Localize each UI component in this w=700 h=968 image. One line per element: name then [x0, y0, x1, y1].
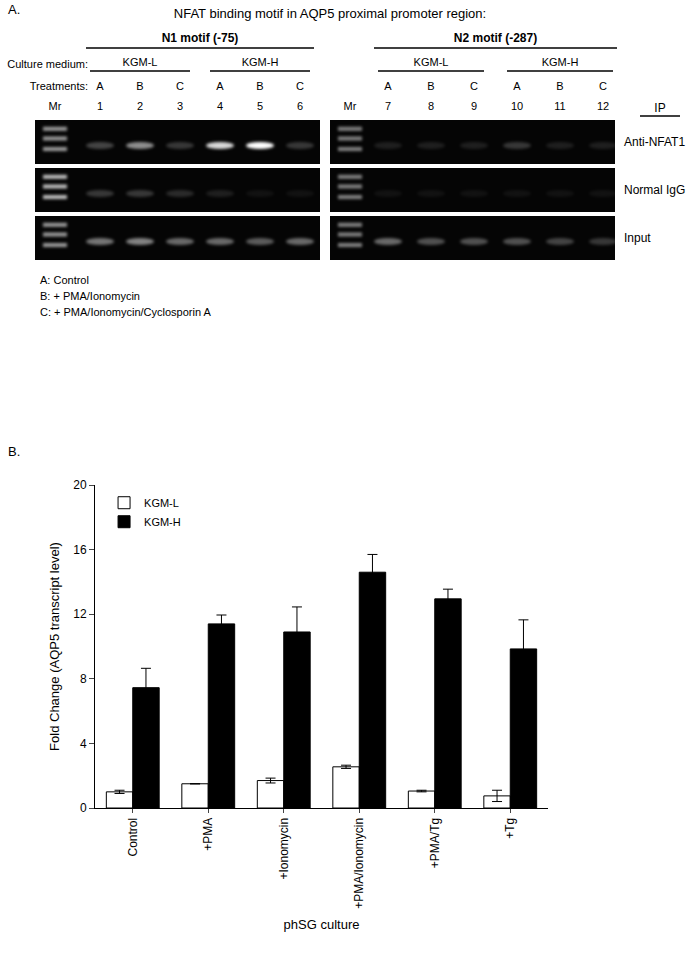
svg-text:IP: IP	[654, 101, 665, 115]
svg-text:5: 5	[257, 100, 263, 112]
svg-text:9: 9	[471, 100, 477, 112]
svg-text:12: 12	[597, 100, 609, 112]
svg-text:NFAT binding motif in AQP5 pro: NFAT binding motif in AQP5 proximal prom…	[174, 6, 486, 21]
svg-text:10: 10	[511, 100, 523, 112]
svg-text:B.: B.	[8, 444, 20, 459]
svg-text:KGM-L: KGM-L	[123, 56, 158, 68]
svg-text:Treatments:: Treatments:	[30, 80, 88, 92]
svg-text:N1 motif (-75): N1 motif (-75)	[162, 31, 239, 45]
svg-text:C: C	[176, 80, 184, 92]
svg-text:0: 0	[80, 801, 87, 815]
svg-text:A: A	[384, 80, 392, 92]
svg-text:Normal IgG: Normal IgG	[624, 183, 685, 197]
svg-text:C: C	[296, 80, 304, 92]
svg-text:A: A	[216, 80, 224, 92]
svg-text:20: 20	[73, 478, 87, 492]
svg-text:4: 4	[80, 737, 87, 751]
svg-text:Fold Change (AQP5 transcript l: Fold Change (AQP5 transcript level)	[47, 542, 62, 751]
svg-text:B: B	[136, 80, 143, 92]
svg-text:C: C	[470, 80, 478, 92]
svg-text:B: B	[256, 80, 263, 92]
svg-text:+Tg: +Tg	[503, 818, 517, 839]
svg-text:6: 6	[297, 100, 303, 112]
svg-text:Input: Input	[624, 231, 651, 245]
svg-text:Culture medium:: Culture medium:	[7, 58, 88, 70]
svg-text:+PMA: +PMA	[201, 818, 215, 851]
svg-text:N2 motif (-287): N2 motif (-287)	[454, 31, 537, 45]
svg-text:Mr: Mr	[49, 100, 62, 112]
svg-text:KGM-L: KGM-L	[144, 497, 179, 509]
svg-text:+PMA/Tg: +PMA/Tg	[428, 818, 442, 868]
svg-text:7: 7	[385, 100, 391, 112]
svg-text:1: 1	[97, 100, 103, 112]
svg-text:Mr: Mr	[344, 100, 357, 112]
svg-text:phSG culture: phSG culture	[284, 917, 360, 932]
svg-text:KGM-H: KGM-H	[144, 516, 181, 528]
svg-text:Control: Control	[126, 818, 140, 857]
svg-text:B: B	[427, 80, 434, 92]
svg-text:8: 8	[80, 672, 87, 686]
svg-text:4: 4	[217, 100, 223, 112]
svg-text:C: C	[599, 80, 607, 92]
svg-text:Anti-NFAT1: Anti-NFAT1	[624, 135, 685, 149]
svg-text:KGM-L: KGM-L	[414, 56, 449, 68]
svg-text:16: 16	[73, 543, 87, 557]
svg-text:2: 2	[137, 100, 143, 112]
svg-text:12: 12	[73, 607, 87, 621]
svg-text:3: 3	[177, 100, 183, 112]
svg-text:C: + PMA/Ionomycin/Cyclosporin: C: + PMA/Ionomycin/Cyclosporin A	[40, 306, 212, 318]
svg-text:11: 11	[554, 100, 565, 112]
svg-text:A.: A.	[8, 2, 20, 17]
svg-text:8: 8	[428, 100, 434, 112]
svg-text:B: B	[556, 80, 563, 92]
svg-text:B: + PMA/Ionomycin: B: + PMA/Ionomycin	[40, 290, 140, 302]
svg-text:A: A	[513, 80, 521, 92]
svg-text:+PMA/Ionomycin: +PMA/Ionomycin	[352, 818, 366, 909]
svg-text:KGM-H: KGM-H	[542, 56, 579, 68]
svg-text:A: Control: A: Control	[40, 274, 89, 286]
svg-text:A: A	[96, 80, 104, 92]
svg-text:KGM-H: KGM-H	[242, 56, 279, 68]
svg-text:+Ionomycin: +Ionomycin	[277, 818, 291, 880]
